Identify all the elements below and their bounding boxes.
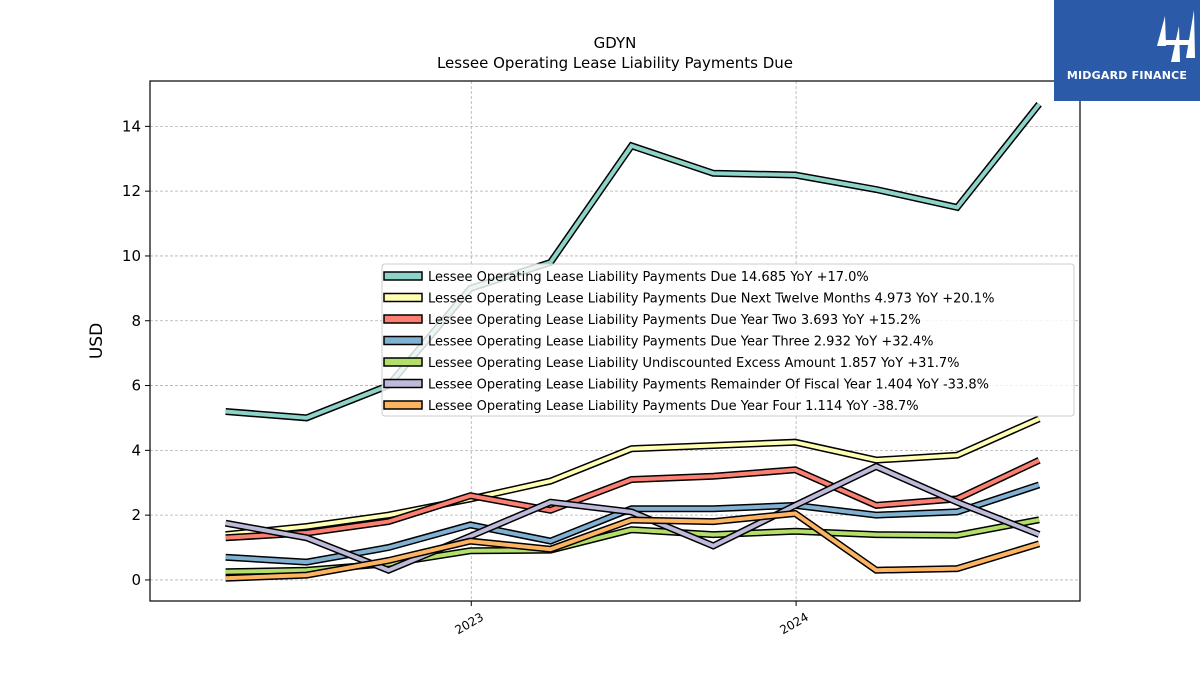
legend-swatch	[383, 271, 423, 281]
legend-item: Lessee Operating Lease Liability Undisco…	[383, 356, 959, 371]
x-tick-label: 2024	[777, 610, 810, 637]
y-axis: 0 2 4 6 8 10 12 14	[122, 117, 150, 589]
legend-label: Lessee Operating Lease Liability Payment…	[428, 399, 919, 414]
series-line-stroke	[225, 511, 1040, 581]
legend-swatch	[383, 335, 423, 346]
plot-frame	[149, 80, 1081, 602]
legend-label: Lessee Operating Lease Liability Payment…	[428, 378, 989, 393]
series-line	[225, 415, 1041, 539]
legend-item: Lessee Operating Lease Liability Payment…	[383, 335, 934, 350]
legend-item: Lessee Operating Lease Liability Payment…	[383, 399, 919, 414]
legend-item: Lessee Operating Lease Liability Payment…	[383, 378, 989, 393]
series-line-stroke	[225, 102, 1041, 420]
legend-item: Lessee Operating Lease Liability Payment…	[383, 313, 921, 328]
logo-text: MIDGARD FINANCE	[1066, 69, 1188, 82]
x-tick-label: 2023	[453, 610, 486, 637]
legend-label: Lessee Operating Lease Liability Payment…	[428, 335, 934, 350]
brand-logo: MIDGARD FINANCE	[1054, 0, 1200, 101]
legend-swatch	[383, 292, 423, 303]
series-line	[225, 509, 1041, 582]
series-line	[225, 102, 1042, 422]
y-tick-label: 0	[131, 571, 141, 589]
legend-label: Lessee Operating Lease Liability Payment…	[428, 292, 994, 307]
series-line-stroke	[225, 464, 1040, 573]
legend-box	[381, 263, 1075, 417]
y-tick-label: 6	[131, 377, 141, 395]
y-tick-label: 12	[122, 182, 141, 200]
series-line	[224, 462, 1041, 574]
series-line-stroke	[225, 458, 1040, 540]
chart-subtitle: Lessee Operating Lease Liability Payment…	[437, 54, 793, 72]
legend-swatch	[383, 314, 423, 324]
y-tick-label: 8	[131, 312, 141, 330]
legend-swatch	[383, 357, 423, 367]
legend: Lessee Operating Lease Liability Payment…	[381, 263, 1075, 417]
legend-swatch	[383, 378, 423, 389]
legend-item: Lessee Operating Lease Liability Payment…	[383, 270, 869, 285]
chart-title: GDYN	[594, 34, 637, 52]
y-tick-label: 14	[122, 117, 141, 135]
logo-mark-icon	[1157, 10, 1195, 62]
legend-label: Lessee Operating Lease Liability Undisco…	[428, 356, 959, 371]
series-line-stroke	[225, 416, 1040, 537]
x-axis: 2023 2024	[453, 601, 811, 637]
legend-item: Lessee Operating Lease Liability Payment…	[383, 292, 994, 307]
legend-label: Lessee Operating Lease Liability Payment…	[428, 270, 869, 285]
legend-label: Lessee Operating Lease Liability Payment…	[428, 313, 921, 328]
series-layer	[224, 102, 1042, 582]
y-tick-label: 2	[131, 506, 141, 524]
series-line	[225, 457, 1041, 542]
y-axis-label: USD	[87, 323, 107, 359]
y-tick-label: 4	[131, 441, 141, 459]
y-tick-label: 10	[122, 247, 141, 265]
legend-swatch	[383, 400, 423, 410]
